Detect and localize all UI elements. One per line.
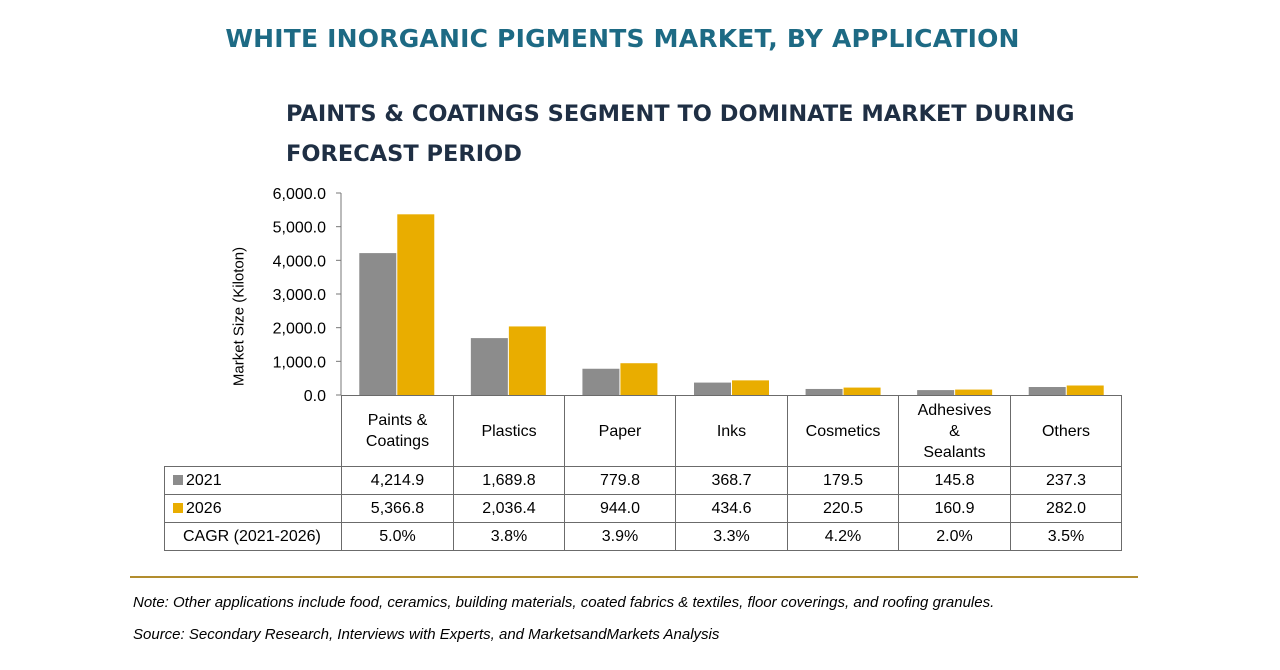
table-row: 2026 5,366.8 2,036.4 944.0 434.6 220.5 160.9 28…: [164, 494, 1122, 523]
value-cell: 237.3: [1010, 466, 1122, 495]
bar-2021-others: [1028, 387, 1066, 395]
row-header-cell: CAGR (2021-2026): [164, 522, 342, 551]
table-row: CAGR (2021-2026) 5.0% 3.8% 3.9% 3.3% 4.2% 2.0%…: [164, 522, 1122, 551]
value-cell: 779.8: [564, 466, 676, 495]
y-axis: 0.01,000.02,000.03,000.04,000.05,000.06,…: [273, 186, 342, 405]
bar-2021-paints-coatings: [359, 253, 397, 395]
value-cell: 434.6: [675, 494, 788, 523]
value-cell: 3.8%: [453, 522, 565, 551]
bar-2026-cosmetics: [843, 387, 881, 395]
bar-2026-adhesives-sealants: [955, 389, 993, 395]
row-label: CAGR (2021-2026): [183, 527, 321, 545]
value-cell: 2,036.4: [453, 494, 565, 523]
value-cell: 179.5: [787, 466, 899, 495]
bar-2026-paper: [620, 363, 658, 395]
category-label-line: Inks: [716, 422, 747, 440]
row-header-cell: 2021: [164, 466, 342, 495]
value-cell: 4.2%: [787, 522, 899, 551]
category-header-cell: Paper: [564, 395, 676, 467]
y-tick-label: 3,000.0: [273, 287, 326, 304]
category-header-cell: Plastics: [453, 395, 565, 467]
value-cell: 160.9: [898, 494, 1011, 523]
value-cell: 5,366.8: [341, 494, 454, 523]
category-header-cell: Others: [1010, 395, 1122, 467]
bar-2026-others: [1066, 385, 1104, 395]
bar-2026-plastics: [508, 326, 546, 395]
legend-swatch-2021: [173, 474, 183, 485]
footer-divider: [130, 576, 1138, 578]
bars-group: [359, 214, 1104, 395]
bar-2021-inks: [694, 382, 731, 395]
bar-2021-adhesives-sealants: [917, 390, 955, 395]
source-note: Source: Secondary Research, Interviews w…: [133, 626, 720, 643]
category-label-line: Others: [1041, 422, 1090, 440]
value-cell: 220.5: [787, 494, 899, 523]
value-cell: 368.7: [675, 466, 788, 495]
category-label-line: Cosmetics: [805, 422, 881, 440]
y-tick-label: 2,000.0: [273, 321, 326, 338]
category-label-line: Paper: [598, 422, 642, 440]
y-tick-label: 6,000.0: [273, 186, 326, 203]
data-table: Paints & Coatings Plastics Paper Inks Cosmeti…: [164, 395, 1122, 551]
row-label: 2026: [186, 499, 222, 517]
table-header-row: Paints & Coatings Plastics Paper Inks Cosmeti…: [164, 395, 1122, 467]
y-tick-label: 5,000.0: [273, 220, 326, 237]
chart-subtitle: PAINTS & COATINGS SEGMENT TO DOMINATE MA…: [286, 101, 1075, 167]
y-tick-label: 4,000.0: [273, 253, 326, 270]
category-label-line: Sealants: [923, 443, 986, 461]
value-cell: 5.0%: [341, 522, 454, 551]
category-label-line: Paints &: [367, 412, 428, 429]
bar-2026-inks: [732, 380, 769, 395]
category-label-line: Plastics: [481, 422, 537, 440]
footnote: Note: Other applications include food, c…: [133, 594, 995, 611]
value-cell: 2.0%: [898, 522, 1011, 551]
value-cell: 4,214.9: [341, 466, 454, 495]
value-cell: 145.8: [898, 466, 1011, 495]
table-corner-cell: [164, 395, 342, 467]
value-cell: 3.9%: [564, 522, 676, 551]
value-cell: 3.5%: [1010, 522, 1122, 551]
category-header-cell: Paints & Coatings: [341, 395, 454, 467]
value-cell: 3.3%: [675, 522, 788, 551]
row-header-cell: 2026: [164, 494, 342, 523]
row-label: 2021: [186, 471, 222, 489]
legend-swatch-2026: [173, 502, 183, 513]
category-label-line: Adhesives: [917, 401, 992, 419]
category-header-cell: Inks: [675, 395, 788, 467]
category-label-line: Coatings: [365, 433, 430, 450]
category-header-cell: Cosmetics: [787, 395, 899, 467]
bar-2021-plastics: [470, 338, 508, 395]
category-label-line: &: [949, 422, 960, 440]
value-cell: 944.0: [564, 494, 676, 523]
bar-2026-paints-coatings: [397, 214, 435, 395]
chart-title: WHITE INORGANIC PIGMENTS MARKET, BY APPL…: [225, 24, 1020, 53]
value-cell: 282.0: [1010, 494, 1122, 523]
bar-2021-paper: [582, 368, 620, 395]
value-cell: 1,689.8: [453, 466, 565, 495]
bar-2021-cosmetics: [805, 388, 843, 395]
category-header-cell: Adhesives & Sealants: [898, 395, 1011, 467]
y-tick-label: 1,000.0: [273, 354, 326, 371]
table-row: 2021 4,214.9 1,689.8 779.8 368.7 179.5 145.8 23…: [164, 466, 1122, 495]
